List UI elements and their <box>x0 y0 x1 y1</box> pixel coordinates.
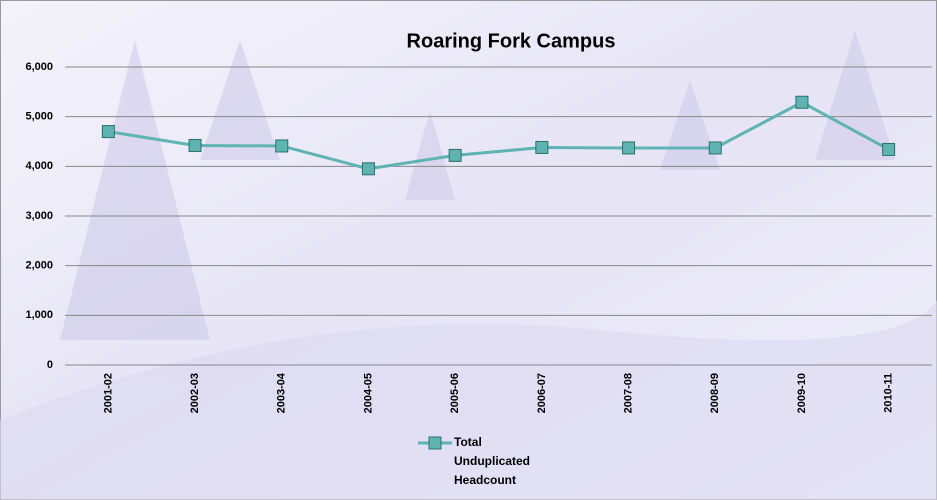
point-marker <box>535 140 549 154</box>
point-marker <box>188 138 202 152</box>
y-tick-label: 1,000 <box>25 309 53 321</box>
x-tick-label: 2004-05 <box>362 373 374 413</box>
point-marker <box>101 125 115 139</box>
chart-title: Roaring Fork Campus <box>407 30 616 52</box>
x-tick-label: 2009-10 <box>796 373 808 413</box>
point-marker <box>882 142 896 156</box>
y-tick-label: 6,000 <box>25 61 53 73</box>
x-tick-label: 2006-07 <box>536 373 548 413</box>
x-tick-label: 2003-04 <box>276 372 288 413</box>
x-tick-label: 2008-09 <box>709 373 721 413</box>
x-tick-label: 2001-02 <box>102 373 114 413</box>
y-tick-label: 2,000 <box>25 260 53 272</box>
y-tick-label: 3,000 <box>25 210 53 222</box>
point-marker <box>448 148 462 162</box>
x-tick-label: 2010-11 <box>883 373 895 413</box>
point-marker <box>795 95 809 109</box>
series-line <box>108 100 890 171</box>
y-tick-label: 5,000 <box>25 111 53 123</box>
decoration <box>0 30 937 500</box>
point-marker <box>361 162 375 176</box>
point-marker <box>622 141 636 155</box>
y-tick-label: 0 <box>47 359 53 371</box>
y-tick-label: 4,000 <box>25 160 53 172</box>
x-tick-label: 2005-06 <box>449 373 461 413</box>
x-tick-label: 2007-08 <box>622 373 634 413</box>
legend-label: Total Unduplicated Headcount <box>454 435 531 487</box>
point-marker <box>708 141 722 155</box>
point-marker <box>275 139 289 153</box>
legend-marker <box>428 436 442 450</box>
x-tick-label: 2002-03 <box>189 373 201 413</box>
